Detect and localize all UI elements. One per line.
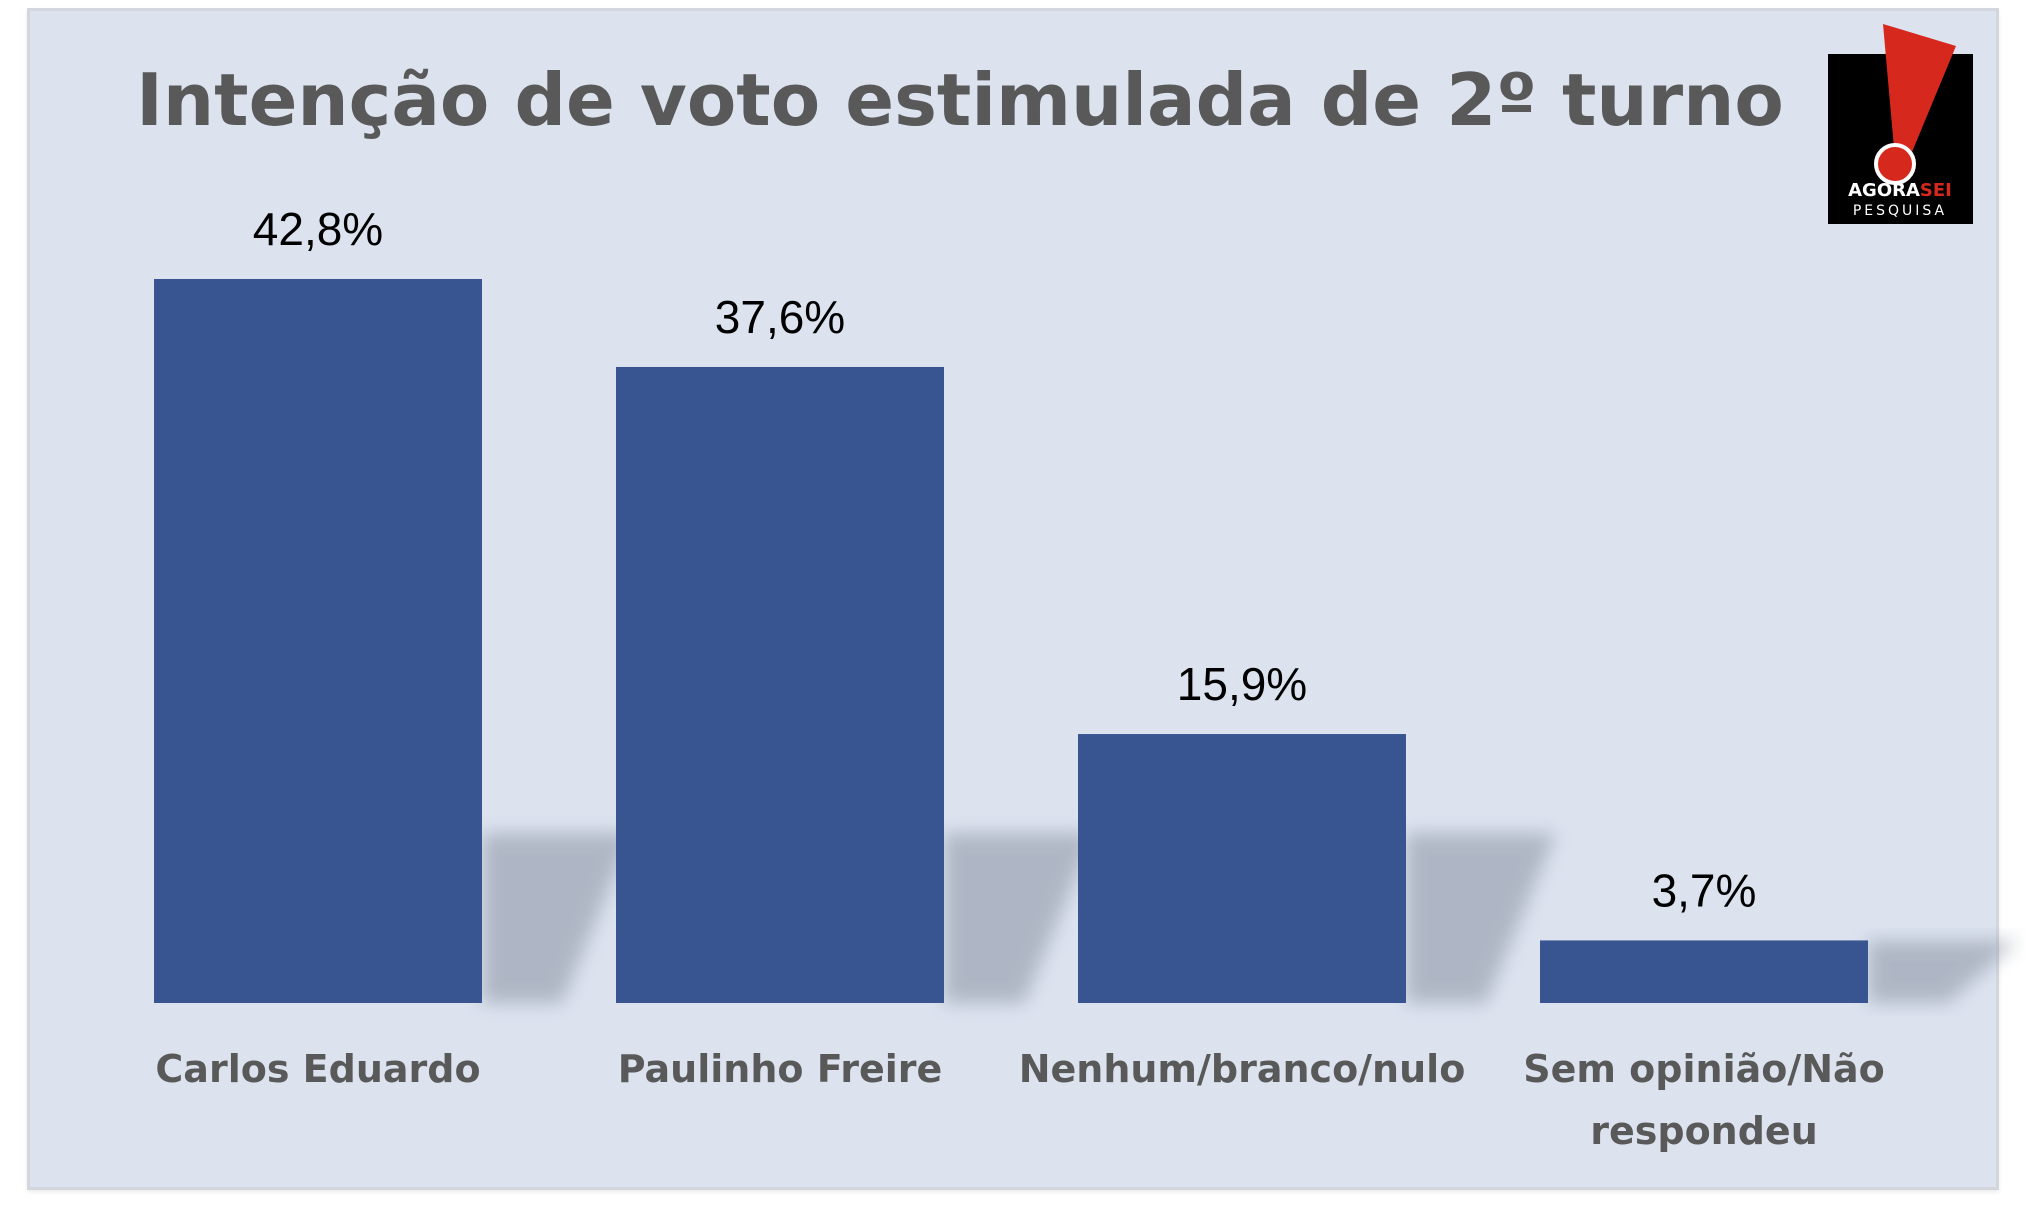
- category-labels-group: Carlos Eduardo Paulinho Freire Nenhum/bran…: [155, 1047, 1884, 1153]
- exclamation-icon: [1883, 24, 1956, 152]
- logo-wordmark: AGORASEI: [1848, 180, 1952, 201]
- bar-1: [616, 366, 944, 1003]
- category-label-3-line-1: respondeu: [1590, 1109, 1818, 1153]
- agorasei-logo: AGORASEI PESQUISA: [1828, 24, 1973, 224]
- value-labels-group: 42,8% 37,6% 15,9% 3,7%: [253, 203, 1757, 916]
- bar-shadow: [1406, 833, 1556, 1003]
- category-label-1-line-0: Paulinho Freire: [618, 1047, 943, 1091]
- bar-shadow: [482, 833, 632, 1003]
- exclamation-dot-icon: [1874, 143, 1916, 185]
- value-label-2: 15,9%: [1177, 658, 1307, 710]
- category-label-2-line-0: Nenhum/branco/nulo: [1019, 1047, 1466, 1091]
- bar-2: [1078, 734, 1406, 1003]
- bars-group: [154, 279, 1868, 1003]
- value-label-3: 3,7%: [1652, 864, 1757, 916]
- bar-0: [154, 279, 482, 1003]
- category-label-0-line-0: Carlos Eduardo: [155, 1047, 480, 1091]
- chart-title: Intenção de voto estimulada de 2º turno: [136, 58, 1784, 142]
- value-label-0: 42,8%: [253, 203, 383, 255]
- bar-3: [1540, 940, 1868, 1003]
- value-label-1: 37,6%: [715, 291, 845, 343]
- bar-shadows: [482, 833, 2018, 1003]
- bar-shadow: [1868, 940, 2018, 1003]
- category-label-3-line-0: Sem opinião/Não: [1523, 1047, 1885, 1091]
- bar-shadow: [944, 833, 1094, 1003]
- logo-subtitle: PESQUISA: [1853, 203, 1947, 219]
